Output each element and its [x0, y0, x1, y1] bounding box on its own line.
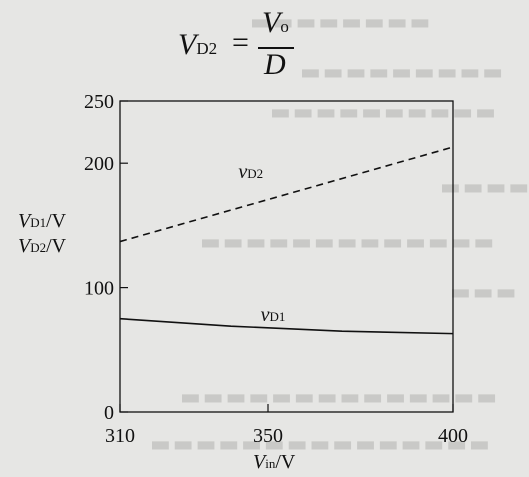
x-axis-title-text: Vin/V — [253, 451, 296, 473]
y-axis-title-line: VD1/V — [18, 210, 67, 232]
formula-lhs-sub: D2 — [196, 39, 218, 58]
y-tick-label: 100 — [84, 278, 114, 300]
y-axis-title: VD1/V VD2/V — [18, 210, 67, 257]
x-tick-label: 400 — [438, 425, 468, 447]
y-axis-title-line: VD2/V — [18, 235, 67, 257]
formula-lhs: VD2 — [178, 28, 218, 61]
formula-denominator: D — [264, 48, 286, 81]
plot-frame — [119, 100, 454, 413]
x-tick-label: 310 — [105, 425, 135, 447]
series-line-d2 — [119, 146, 454, 243]
series-label-d1: vD1 — [261, 304, 286, 326]
series-label-d2: vD2 — [238, 161, 263, 183]
series-layer: vD2 vD1 — [119, 146, 454, 335]
y-axis-ticks: 0 100 200 250 — [84, 91, 128, 424]
y-tick-label: 200 — [84, 153, 114, 175]
series-line-d1 — [119, 317, 454, 335]
fraction-bar — [258, 47, 294, 49]
x-axis-ticks: 310 350 400 — [105, 404, 468, 447]
formula-numerator: Vo — [262, 6, 289, 39]
formula-numerator-sub: o — [280, 17, 289, 36]
y-tick-label: 250 — [84, 91, 114, 113]
formula-equals: = — [232, 26, 249, 59]
y-tick-label: 0 — [104, 402, 114, 424]
formula: VD2 = Vo D — [178, 6, 378, 86]
x-tick-label: 350 — [253, 425, 283, 447]
x-axis-title: Vin/V — [253, 451, 296, 473]
